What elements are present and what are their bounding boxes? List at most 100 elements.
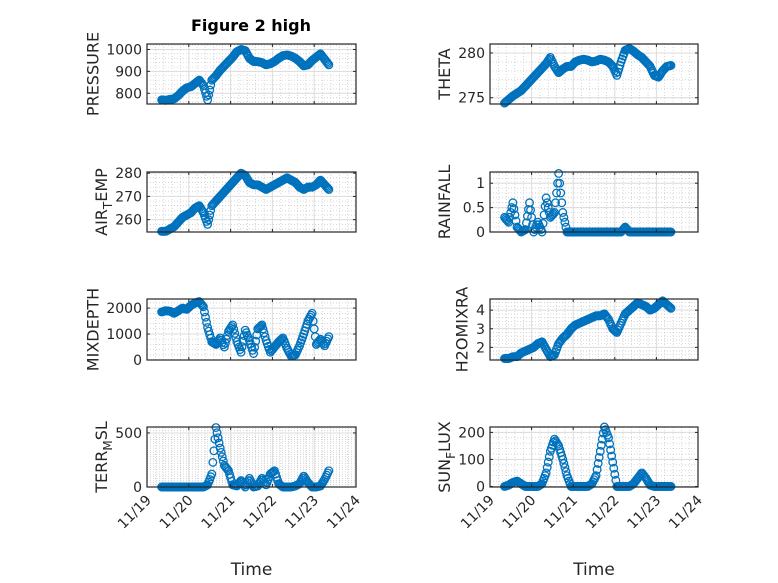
data-point <box>324 332 334 342</box>
data-point <box>666 61 676 70</box>
interpolated-point <box>200 307 209 317</box>
y-label-text: TERR <box>92 451 111 494</box>
interpolated-point <box>559 459 569 468</box>
data-point <box>249 349 259 358</box>
axes-background <box>490 427 698 487</box>
interpolated-point <box>201 312 210 322</box>
interpolated-point <box>223 464 232 474</box>
data-point <box>558 208 568 217</box>
interpolated-point <box>204 90 214 100</box>
y-label-text: SL <box>92 421 111 440</box>
interpolated-point <box>258 324 268 334</box>
axes-background <box>490 172 698 232</box>
scatter-series <box>157 45 334 105</box>
y-label-subscript: F <box>444 452 458 459</box>
y-axis-label: SUNFLUX <box>435 421 458 493</box>
interpolated-point <box>605 439 615 449</box>
interpolated-point <box>609 463 619 473</box>
scatter-series <box>157 297 334 361</box>
y-tick-label: 0 <box>476 225 485 241</box>
x-axis-label: Time <box>572 560 615 580</box>
interpolated-point <box>237 342 247 352</box>
data-point <box>236 347 246 357</box>
interpolated-point <box>610 469 620 479</box>
data-point <box>324 184 334 194</box>
interpolated-point <box>542 198 552 208</box>
interpolated-point <box>218 456 228 466</box>
interpolated-point <box>205 210 215 220</box>
interpolated-point <box>251 336 261 346</box>
interpolated-point <box>542 463 552 472</box>
y-tick-label: 260 <box>115 213 142 229</box>
y-tick-label: 4 <box>476 303 485 319</box>
interpolated-point <box>596 440 606 450</box>
data-point <box>228 320 238 330</box>
data-point <box>541 468 551 478</box>
interpolated-point <box>560 217 570 227</box>
y-label-subscript: T <box>101 201 115 210</box>
data-point <box>520 225 530 235</box>
y-label-text: LUX <box>435 421 454 452</box>
axes-box <box>489 43 699 105</box>
y-axis-label: TERRMSL <box>92 421 115 494</box>
data-point <box>215 443 225 453</box>
data-point <box>541 193 551 203</box>
x-axis-label: Time <box>230 560 273 580</box>
y-tick-label: 275 <box>458 91 485 107</box>
interpolated-point <box>221 334 231 344</box>
y-tick-label: 270 <box>115 189 142 205</box>
data-point <box>666 303 676 313</box>
interpolated-point <box>206 80 216 90</box>
interpolated-point <box>521 218 531 228</box>
interpolated-point <box>216 447 226 457</box>
interpolated-point <box>206 205 216 215</box>
interpolated-point <box>560 463 570 472</box>
y-tick-label: 200 <box>458 425 485 441</box>
interpolated-point <box>322 57 332 67</box>
y-label-text: THETA <box>435 48 454 100</box>
data-point <box>203 219 213 229</box>
interpolated-point <box>538 219 548 228</box>
axes-box <box>489 426 699 488</box>
interpolated-point <box>213 433 223 443</box>
data-point <box>207 469 217 479</box>
interpolated-point <box>559 212 569 222</box>
y-tick-label: 2 <box>476 340 485 356</box>
data-point <box>508 198 518 208</box>
y-tick-label: 280 <box>458 46 485 62</box>
interpolated-point <box>548 209 558 219</box>
interpolated-point <box>594 452 604 462</box>
interpolated-point <box>510 210 520 220</box>
y-tick-label: 500 <box>115 426 142 442</box>
data-point <box>604 433 614 443</box>
y-tick-label: 0 <box>133 353 142 369</box>
y-axis-label: H2OMIXRA <box>452 287 471 373</box>
interpolated-point <box>606 445 616 455</box>
interpolated-point <box>664 301 674 311</box>
interpolated-point <box>208 457 218 467</box>
scatter-series <box>500 44 676 108</box>
interpolated-point <box>220 338 230 348</box>
data-point <box>591 471 601 481</box>
y-tick-label: 0 <box>476 479 485 495</box>
interpolated-point <box>196 299 206 309</box>
data-point <box>595 446 605 456</box>
y-label-text: PRESSURE <box>84 32 103 116</box>
interpolated-point <box>551 198 560 208</box>
axes-box <box>146 43 357 105</box>
y-label-text: RAINFALL <box>435 165 454 240</box>
interpolated-point <box>543 457 553 467</box>
interpolated-point <box>192 77 202 87</box>
data-point <box>608 457 618 467</box>
axes-box <box>146 298 357 361</box>
y-tick-label: 1000 <box>106 42 142 58</box>
y-label-subscript: M <box>101 440 115 450</box>
subplot-rainfall: 0 0.5 1 RAINFALL <box>435 165 699 241</box>
interpolated-point <box>214 438 224 448</box>
interpolated-point <box>202 317 212 327</box>
